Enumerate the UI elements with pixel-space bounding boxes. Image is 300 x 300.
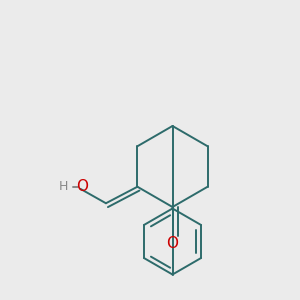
Text: H: H bbox=[59, 180, 69, 193]
Text: O: O bbox=[167, 236, 178, 251]
Text: O: O bbox=[76, 179, 88, 194]
